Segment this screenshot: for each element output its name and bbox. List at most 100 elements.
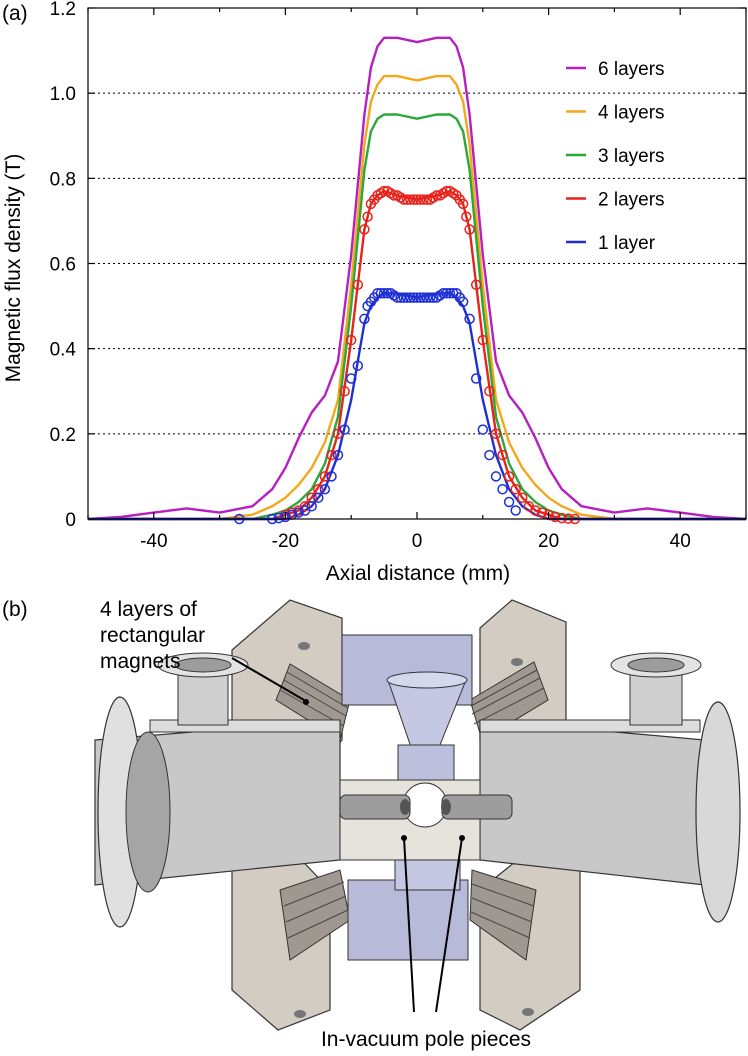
data-point: [372, 288, 383, 299]
data-point: [470, 373, 482, 384]
data-point: [464, 313, 475, 325]
data-point: [405, 194, 416, 205]
central-vacuum-chamber: [341, 634, 473, 961]
series-line: [88, 189, 746, 521]
data-point: [510, 505, 521, 516]
data-point: [273, 512, 285, 524]
magnet-stack-top-right: [469, 661, 549, 741]
pole-piece-right: [441, 794, 513, 820]
data-point: [319, 483, 331, 495]
data-point: [530, 505, 541, 516]
data-point: [382, 288, 393, 299]
data-point: [464, 224, 475, 235]
pole-pieces-annotation: In-vacuum pole pieces: [321, 1028, 531, 1051]
bolt-hole: [298, 642, 310, 650]
data-point: [477, 334, 489, 346]
data-point: [411, 194, 423, 205]
magnet-stack-bottom-right: [469, 869, 537, 961]
y-tick-label: 0.8: [50, 169, 76, 190]
x-tick-label: 20: [538, 531, 559, 552]
flange-right: [695, 701, 741, 923]
data-point: [378, 185, 390, 197]
center-cross-section: [339, 779, 513, 861]
data-point: [536, 507, 548, 518]
data-point: [457, 198, 469, 210]
data-point: [421, 292, 433, 303]
legend-label: 1 layer: [598, 233, 656, 254]
y-tick-label: 0.2: [50, 425, 76, 446]
bolt-hole: [294, 1010, 306, 1018]
data-point: [375, 288, 387, 299]
data-point: [388, 190, 400, 201]
data-point: [556, 512, 568, 524]
data-point: [408, 292, 419, 303]
data-point: [490, 428, 502, 440]
magnet-annotation-leader: [231, 657, 305, 701]
axis-ticks: 0 0.2 0.4 0.6 0.8 1.0 1.2 -40 -20 0 20 40: [50, 0, 747, 552]
data-point: [339, 424, 350, 435]
x-tick-label: -40: [140, 531, 167, 552]
data-point: [457, 296, 469, 308]
data-point: [415, 194, 426, 205]
data-point: [398, 292, 410, 303]
grid-lines: [88, 92, 746, 435]
data-point: [345, 334, 357, 346]
data-point: [510, 483, 521, 495]
x-tick-label: -20: [272, 531, 299, 552]
magnet-yoke-left: [231, 599, 343, 1031]
data-point: [418, 292, 429, 303]
bolt-hole: [522, 1008, 534, 1016]
data-point: [405, 292, 416, 303]
data-point: [326, 449, 337, 461]
legend-label: 6 layers: [598, 59, 665, 80]
beam-pipe-left: [94, 696, 341, 928]
data-point: [444, 288, 456, 299]
data-point: [503, 471, 515, 482]
y-axis-label: Magnetic flux density (T): [2, 154, 25, 383]
data-point: [431, 190, 442, 201]
y-tick-label: 0.4: [50, 340, 77, 361]
data-point: [319, 471, 331, 482]
central-aperture: [402, 782, 448, 828]
x-axis-label: Axial distance (mm): [326, 562, 510, 585]
magnet-annotation-line1: 4 layers of: [100, 598, 197, 621]
data-point: [415, 292, 426, 303]
data-point: [378, 288, 390, 299]
data-point: [359, 224, 370, 235]
beam-pipe-right: [479, 701, 741, 923]
data-point: [503, 496, 515, 508]
data-point: [401, 194, 413, 205]
magnet-yoke-right: [479, 599, 581, 1031]
data-point: [421, 194, 433, 205]
data-point: [398, 194, 410, 205]
x-tick-label: 0: [412, 531, 423, 552]
data-point: [306, 500, 317, 512]
series-line: [88, 113, 746, 521]
side-port-left: [157, 652, 249, 726]
data-point: [549, 511, 561, 523]
data-point: [428, 292, 439, 303]
data-point: [352, 279, 364, 291]
y-tick-label: 1.2: [50, 0, 76, 20]
data-point: [438, 288, 449, 299]
legend-label: 3 layers: [598, 146, 665, 167]
data-point: [484, 386, 495, 397]
bolt-hole: [511, 658, 523, 666]
magnet-annotation-dot: [303, 699, 309, 705]
data-point: [484, 449, 495, 461]
magnet-stack-top-left: [275, 663, 351, 741]
series-line: [88, 292, 746, 521]
data-point: [441, 288, 452, 299]
measured-points: [234, 185, 581, 525]
x-tick-label: 40: [670, 531, 691, 552]
data-point: [490, 471, 502, 482]
legend: 6 layers 4 layers 3 layers 2 layers 1 layer: [566, 59, 665, 254]
data-point: [470, 279, 482, 291]
data-point: [441, 185, 452, 197]
data-point: [461, 211, 472, 222]
magnet-annotation-line2: rectangular: [100, 624, 205, 647]
data-point: [401, 292, 413, 303]
data-point: [332, 449, 344, 461]
data-point: [352, 360, 364, 371]
